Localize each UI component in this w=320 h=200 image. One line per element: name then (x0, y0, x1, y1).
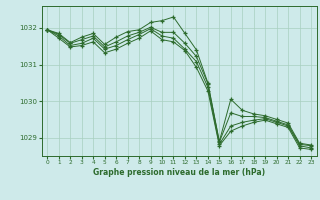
X-axis label: Graphe pression niveau de la mer (hPa): Graphe pression niveau de la mer (hPa) (93, 168, 265, 177)
